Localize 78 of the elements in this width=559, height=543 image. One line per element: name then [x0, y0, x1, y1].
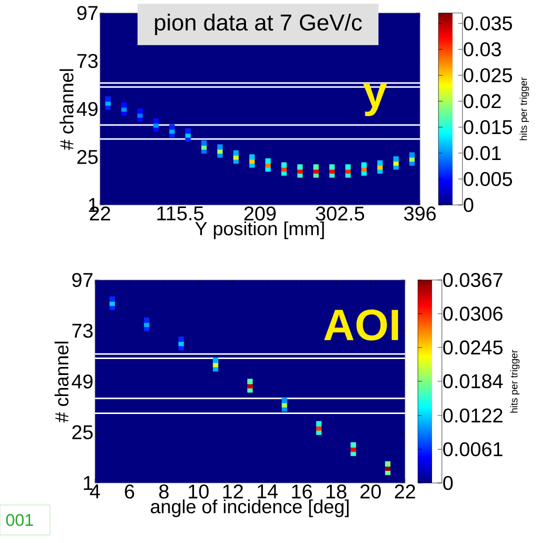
x-tick-label: 396 — [404, 206, 436, 221]
x-tick-label: 6 — [124, 484, 134, 499]
color-bar-label: 0.03 — [464, 42, 501, 56]
x-tick-label: 16 — [292, 484, 312, 499]
x-axis-title: angle of incidence [deg] — [150, 499, 349, 518]
y-tick-label: 49 — [72, 374, 93, 389]
annotation: pion data at 7 GeV/c — [155, 14, 362, 36]
color-bar-label: 0.005 — [464, 172, 512, 186]
point — [409, 152, 415, 158]
point — [144, 317, 150, 323]
x-tick-label: 302.5 — [316, 206, 364, 221]
text: 001 — [6, 514, 33, 526]
point — [393, 156, 399, 162]
point — [282, 398, 288, 404]
color-bar-label: 0.035 — [464, 16, 512, 30]
color-bar-label: 0.0245 — [443, 340, 503, 355]
y-tick-label: 73 — [72, 324, 93, 338]
point — [350, 442, 356, 448]
color-bar-label: 0.0306 — [443, 306, 502, 321]
point — [212, 358, 218, 364]
color-bar-title: hits per trigger — [520, 77, 529, 140]
y-axis-title: # channel — [60, 69, 74, 150]
point — [105, 96, 111, 102]
y-axis-title: # channel — [54, 342, 68, 422]
point — [281, 162, 287, 168]
y-tick-label: 49 — [76, 102, 98, 116]
x-tick-label: 10 — [188, 484, 209, 499]
x-tick-label: 209 — [244, 206, 276, 221]
color-bar-label: 0.015 — [464, 120, 512, 134]
annotation: AOI — [324, 309, 398, 340]
point — [121, 102, 127, 108]
y-tick-label: 97 — [77, 6, 98, 20]
point — [233, 150, 239, 156]
color-bar-label: 0.0367 — [443, 272, 502, 288]
y-tick-label: 97 — [72, 272, 92, 288]
point — [212, 362, 218, 368]
y-tick-label: 25 — [77, 150, 98, 164]
color-bar-label: 0 — [464, 198, 474, 212]
point — [297, 164, 303, 170]
x-tick-label: 14 — [258, 484, 278, 498]
point — [345, 164, 351, 170]
color-bar-label: 0.025 — [464, 68, 512, 82]
point — [316, 421, 322, 426]
point — [385, 461, 390, 467]
color-bar-label: 0.0122 — [443, 408, 502, 423]
point — [265, 158, 271, 164]
point — [249, 154, 255, 160]
color-bar-label: 0.0184 — [443, 374, 503, 388]
point — [178, 336, 184, 342]
point — [201, 140, 207, 146]
color-bar-title: hits per trigger — [510, 350, 520, 413]
point — [329, 164, 335, 170]
point — [217, 144, 223, 150]
color-bar-label: 0.0061 — [443, 442, 502, 456]
x-tick-label: 20 — [360, 484, 381, 499]
point — [377, 160, 383, 166]
x-tick-label: 18 — [326, 484, 346, 499]
point — [247, 378, 253, 384]
color-bar-label: 0 — [443, 476, 453, 490]
point — [169, 124, 175, 130]
annotation: y — [363, 84, 387, 116]
point — [153, 118, 159, 124]
point — [361, 162, 367, 168]
point — [282, 406, 288, 412]
x-axis-title: Y position [mm] — [195, 221, 324, 240]
point — [185, 128, 191, 134]
point — [110, 296, 115, 302]
y-tick-label: 73 — [77, 54, 98, 68]
y-tick-label: 25 — [72, 425, 93, 440]
x-tick-label: 8 — [159, 484, 169, 499]
point — [247, 387, 253, 393]
x-tick-label: 12 — [223, 484, 243, 498]
x-tick-label: 115.5 — [157, 206, 204, 220]
color-bar-label: 0.02 — [464, 94, 501, 108]
x-tick-label: 22 — [394, 484, 416, 498]
point — [137, 108, 143, 114]
point — [313, 164, 319, 170]
color-bar-label: 0.01 — [464, 146, 501, 160]
